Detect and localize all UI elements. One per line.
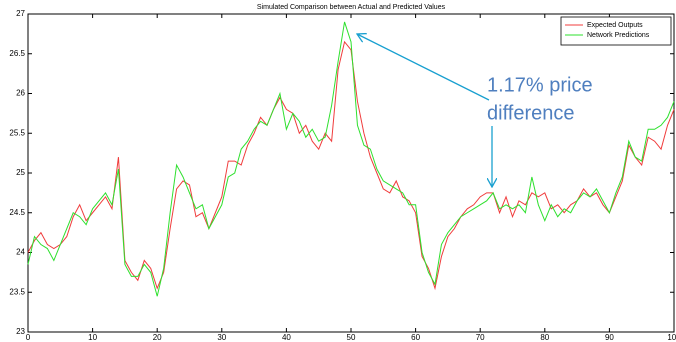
y-tick-label: 23.5 [9,287,25,296]
legend-label: Network Predictions [587,32,650,39]
plot-frame [27,13,675,333]
y-tick-label: 26.5 [9,49,25,58]
x-tick-label: 50 [347,333,356,342]
y-tick-label: 27 [16,9,25,18]
arrow [357,34,490,101]
x-tick-label: 20 [153,333,162,342]
annotation: difference [487,102,574,124]
y-tick-label: 26 [16,89,25,98]
legend-label: Expected Outputs [587,22,643,29]
y-tick-label: 25.5 [9,128,25,137]
x-tick-label: 40 [282,333,291,342]
x-tick-label: 30 [217,333,226,342]
x-tick-label: 100 [667,333,676,342]
y-tick-label: 25 [16,168,25,177]
chart-title: Simulated Comparison between Actual and … [257,4,446,11]
x-tick-label: 70 [476,333,485,342]
x-tick-label: 90 [605,333,614,342]
x-tick-label: 0 [26,333,31,342]
y-tick-label: 24 [16,248,25,257]
legend-box [560,16,672,46]
y-tick-label: 23 [16,327,25,336]
y-tick-label: 24.5 [9,208,25,217]
annotation: 1.17% price [487,74,593,96]
series-line [27,21,675,297]
x-tick-label: 10 [88,333,97,342]
x-tick-label: 80 [540,333,549,342]
x-tick-label: 60 [411,333,420,342]
